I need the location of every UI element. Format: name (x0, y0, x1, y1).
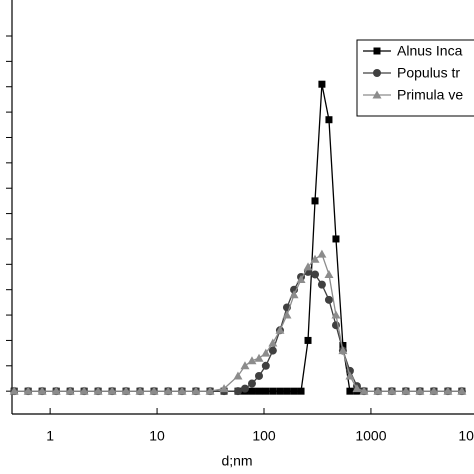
marker-triangle (205, 386, 215, 395)
x-tick-label: 1000 (355, 428, 386, 444)
marker-square (373, 47, 381, 55)
x-tick-label: 100 (252, 428, 276, 444)
marker-triangle (254, 353, 264, 362)
marker-triangle (37, 386, 47, 395)
marker-square (332, 235, 340, 243)
marker-triangle (317, 249, 327, 258)
marker-triangle (268, 338, 278, 347)
marker-triangle (65, 386, 75, 395)
marker-triangle (149, 386, 159, 395)
marker-square (297, 387, 305, 395)
marker-circle (240, 384, 249, 393)
marker-triangle (23, 386, 33, 395)
marker-triangle (163, 386, 173, 395)
marker-circle (233, 387, 242, 396)
marker-triangle (359, 386, 369, 395)
marker-circle (255, 371, 264, 380)
marker-square (325, 116, 333, 124)
marker-square (346, 387, 354, 395)
legend-label: Populus tr (397, 65, 460, 81)
marker-circle (268, 346, 277, 355)
marker-circle (247, 379, 256, 388)
marker-triangle (135, 386, 145, 395)
marker-triangle (261, 348, 271, 357)
marker-triangle (93, 386, 103, 395)
marker-circle (311, 270, 320, 279)
marker-triangle (282, 310, 292, 319)
marker-square (311, 197, 319, 205)
marker-square (304, 336, 312, 344)
marker-triangle (247, 356, 257, 365)
marker-square (262, 387, 270, 395)
legend-label: Alnus Inca (397, 43, 463, 59)
marker-triangle (240, 361, 250, 370)
marker-triangle (219, 384, 229, 393)
legend-box (356, 39, 474, 117)
marker-square (255, 387, 263, 395)
marker-circle (261, 361, 270, 370)
marker-triangle (9, 386, 19, 395)
marker-triangle (352, 384, 362, 393)
legend-label: Primula ve (397, 87, 463, 103)
marker-square (318, 80, 326, 88)
marker-triangle (401, 386, 411, 395)
marker-triangle (372, 90, 382, 99)
marker-triangle (457, 386, 467, 395)
marker-triangle (324, 269, 334, 278)
marker-triangle (79, 386, 89, 395)
marker-triangle (296, 275, 306, 284)
marker-triangle (310, 254, 320, 263)
marker-triangle (177, 386, 187, 395)
marker-square (339, 342, 347, 350)
marker-triangle (107, 386, 117, 395)
marker-triangle (51, 386, 61, 395)
marker-triangle (415, 386, 425, 395)
marker-triangle (275, 325, 285, 334)
marker-triangle (191, 386, 201, 395)
marker-triangle (345, 371, 355, 380)
x-tick-label: 10 (149, 428, 165, 444)
x-tick-label: 10000 (458, 428, 474, 444)
marker-triangle (443, 386, 453, 395)
marker-triangle (303, 262, 313, 271)
marker-circle (373, 69, 381, 77)
marker-triangle (121, 386, 131, 395)
marker-circle (317, 280, 326, 289)
marker-square (290, 387, 298, 395)
marker-square (283, 387, 291, 395)
x-axis-label: d;nm (221, 453, 252, 469)
marker-circle (324, 295, 333, 304)
x-tick-label: 1 (46, 428, 54, 444)
marker-square (269, 387, 277, 395)
marker-triangle (331, 310, 341, 319)
marker-triangle (373, 386, 383, 395)
marker-triangle (387, 386, 397, 395)
marker-triangle (289, 290, 299, 299)
marker-triangle (338, 346, 348, 355)
marker-square (248, 387, 256, 395)
marker-triangle (429, 386, 439, 395)
marker-triangle (233, 371, 243, 380)
marker-square (276, 387, 284, 395)
